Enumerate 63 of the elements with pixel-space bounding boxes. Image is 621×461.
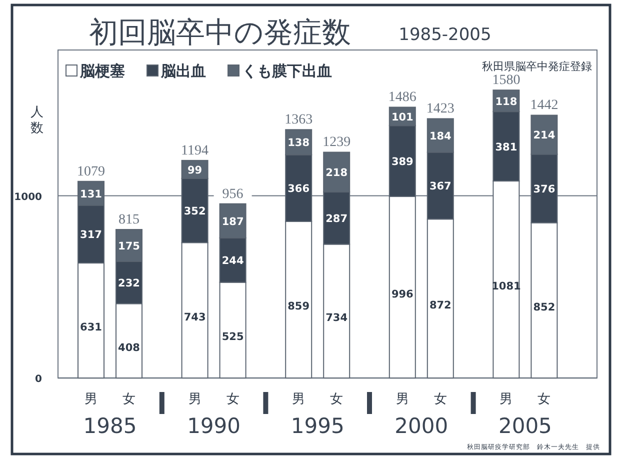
- data-label: 175: [118, 240, 140, 252]
- data-label: 525: [222, 331, 244, 344]
- x-tick-label: 男: [292, 392, 306, 407]
- data-label: 376: [533, 183, 556, 196]
- data-label: 99: [187, 164, 202, 176]
- text: 1990: [187, 414, 241, 438]
- x-tick-label: 男: [500, 392, 513, 407]
- data-label: 101: [391, 111, 414, 124]
- data-label: 118: [495, 96, 518, 108]
- data-label: 872: [429, 300, 452, 312]
- data-label: 996: [391, 288, 414, 300]
- total-label: 1486: [388, 90, 416, 106]
- data-label: 214: [533, 130, 556, 142]
- data-label: 287: [326, 213, 348, 226]
- data-label: 218: [326, 167, 348, 180]
- y-tick-label: 0: [35, 374, 42, 385]
- text: 1995: [290, 414, 344, 438]
- text: 1985: [83, 414, 137, 438]
- data-label: 631: [80, 322, 102, 334]
- data-label: 859: [288, 300, 310, 313]
- data-label: 852: [533, 301, 556, 314]
- data-label: 187: [222, 216, 244, 228]
- total-label: 1580: [492, 73, 520, 88]
- x-tick-label: 男: [84, 392, 98, 407]
- total-label: 956: [222, 186, 244, 202]
- x-tick-label: 男: [188, 392, 202, 407]
- data-label: 408: [118, 342, 140, 354]
- x-tick-label: 女: [226, 392, 240, 407]
- data-label: 352: [184, 206, 206, 218]
- text: 2005: [498, 414, 552, 438]
- x-tick-label: 男: [396, 392, 409, 407]
- legend-label: 脳出血: [160, 62, 206, 80]
- data-label: 232: [118, 278, 140, 290]
- total-label: 1079: [77, 164, 105, 180]
- x-tick-label: 女: [122, 392, 136, 407]
- y-tick-label: 1000: [14, 192, 42, 203]
- data-label: 743: [184, 311, 206, 324]
- text: 2000: [394, 414, 448, 438]
- data-label: 366: [288, 183, 310, 196]
- chart-title: 初回脳卒中の発症数: [89, 15, 351, 49]
- data-label: 131: [80, 188, 102, 200]
- x-tick-label: 女: [434, 392, 447, 407]
- total-label: 1442: [530, 98, 558, 114]
- annotation: 秋田県脳卒中発症登録: [482, 60, 592, 73]
- total-label: 1194: [181, 143, 209, 158]
- chart-subtitle: 1985-2005: [398, 25, 492, 45]
- legend-label: くも膜下出血: [242, 62, 332, 80]
- data-label: 184: [429, 130, 452, 142]
- data-label: 389: [391, 156, 414, 168]
- total-label: 1363: [284, 112, 313, 128]
- data-label: 244: [222, 255, 244, 268]
- x-tick-label: 女: [538, 392, 551, 407]
- data-label: 317: [80, 229, 102, 242]
- legend-label: 脳梗塞: [79, 62, 125, 80]
- total-label: 1423: [426, 102, 454, 117]
- x-tick-label: 女: [330, 392, 344, 407]
- data-label: 367: [429, 180, 452, 193]
- data-label: 381: [495, 141, 518, 154]
- data-label: 734: [326, 312, 348, 324]
- data-label: 138: [288, 137, 310, 150]
- y-axis-title: 人数: [30, 105, 44, 136]
- total-label: 815: [118, 212, 140, 228]
- total-label: 1239: [322, 135, 351, 150]
